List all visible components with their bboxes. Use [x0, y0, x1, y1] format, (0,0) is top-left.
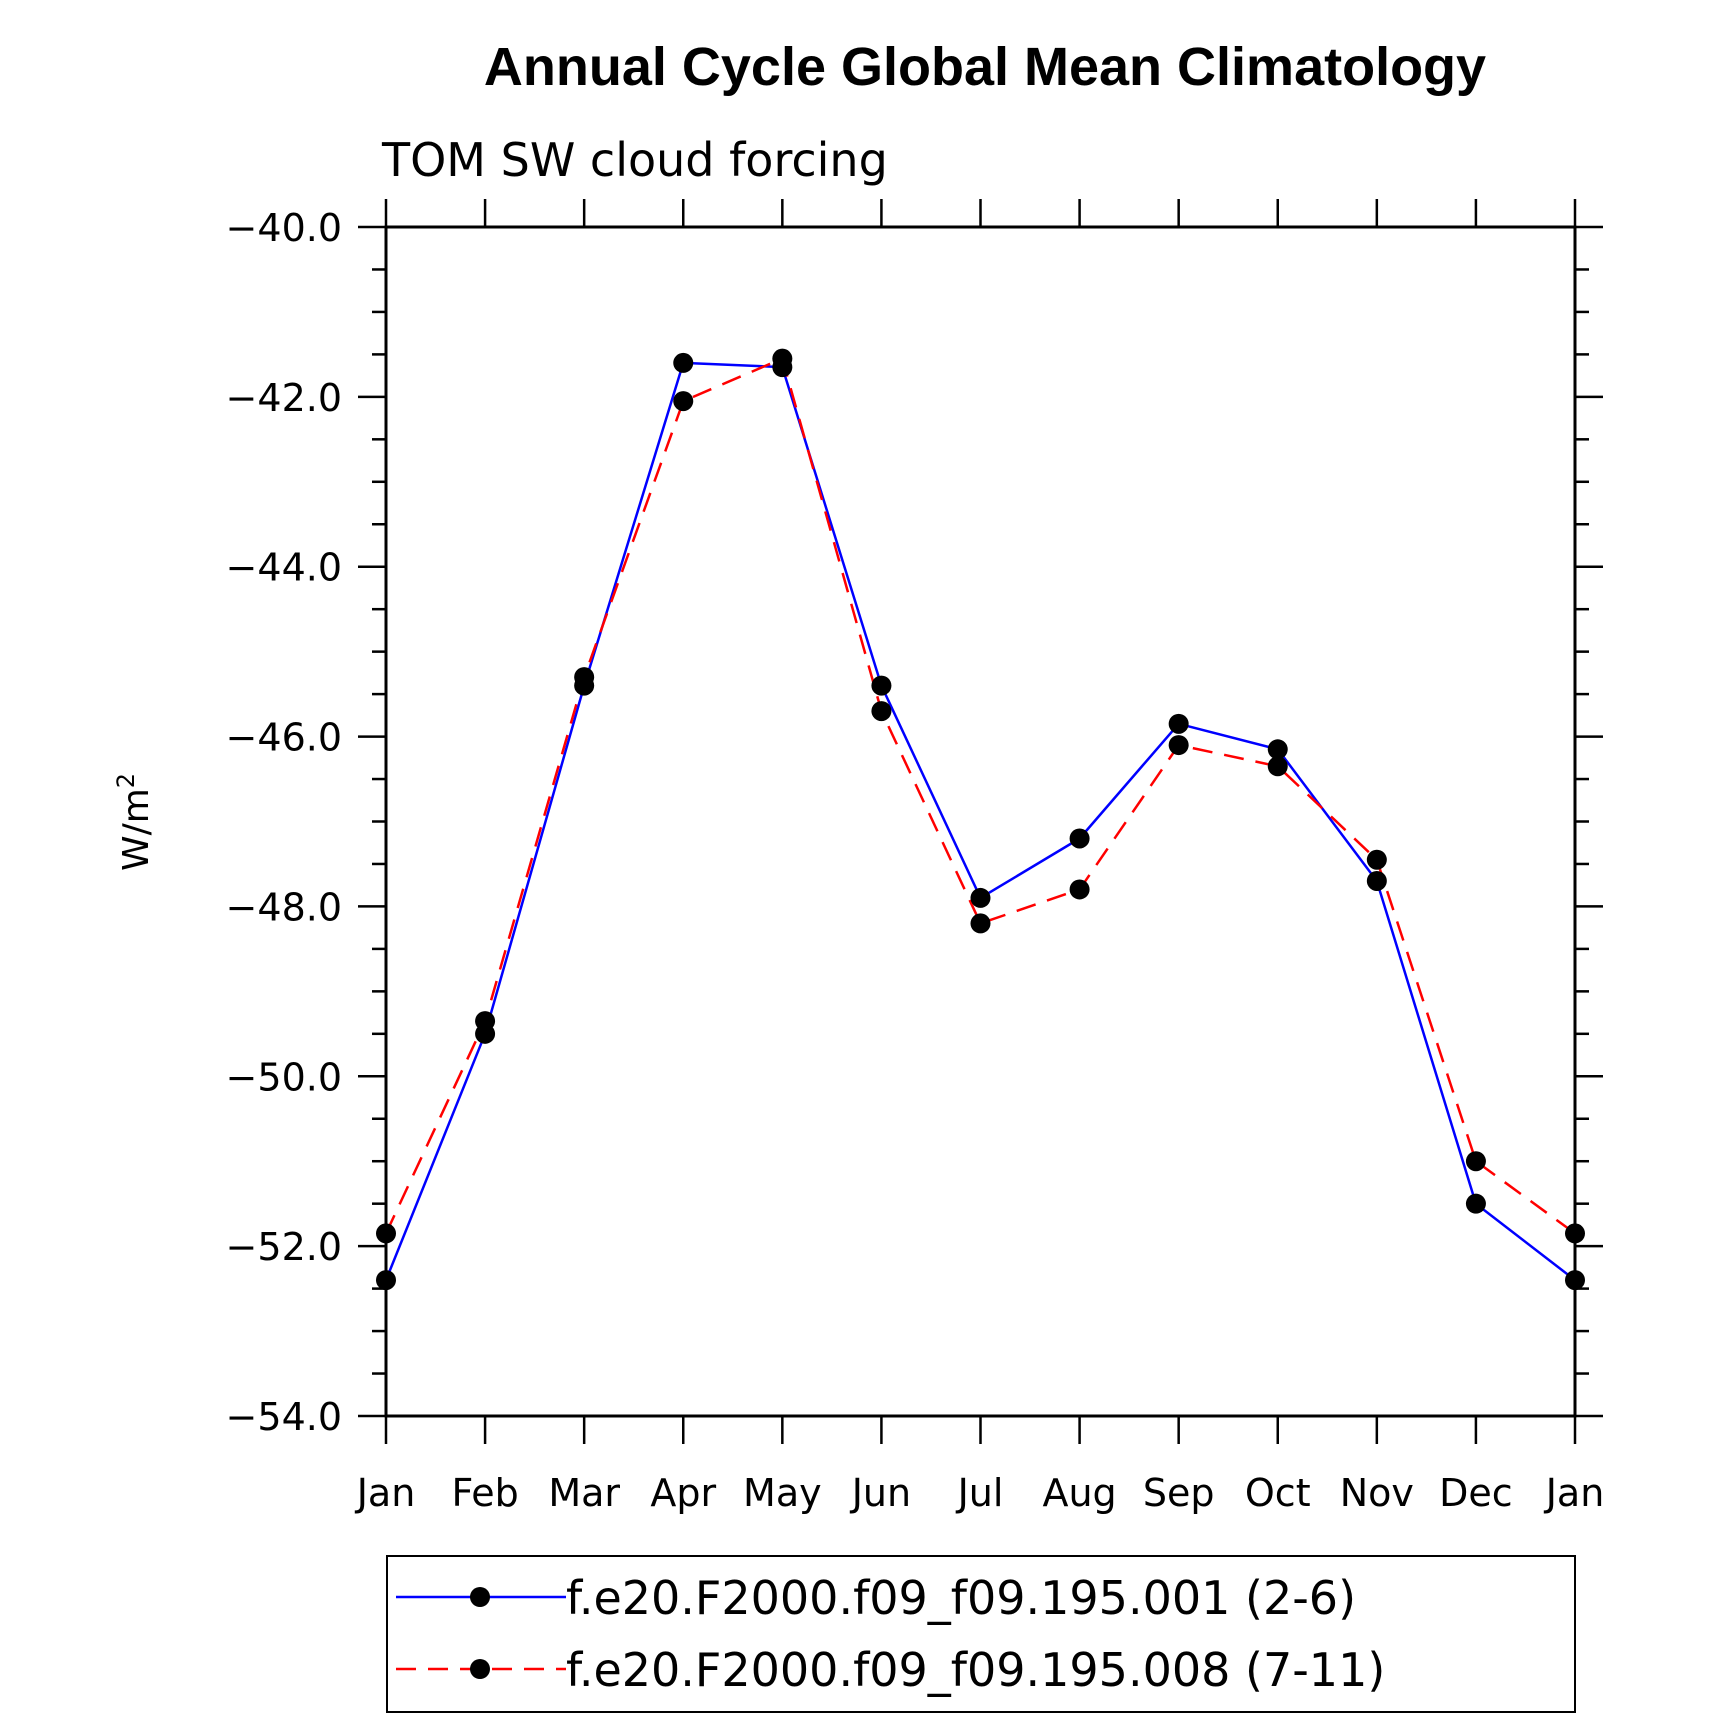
series-line-1 — [384, 361, 1576, 1282]
y-tick-label: −54.0 — [226, 1395, 342, 1439]
data-point-series-1 — [376, 1270, 396, 1291]
data-point-series-2 — [475, 1011, 496, 1032]
data-point-series-1 — [1465, 1193, 1486, 1214]
data-point-series-2 — [970, 913, 991, 934]
x-tick-label: Oct — [1245, 1471, 1311, 1515]
data-point-series-1 — [1565, 1270, 1585, 1291]
data-point-series-1 — [1366, 870, 1387, 891]
x-tick-label: May — [743, 1471, 822, 1515]
y-tick-label: −48.0 — [226, 885, 342, 929]
data-point-series-2 — [1168, 735, 1189, 756]
x-tick-label: Jul — [956, 1471, 1004, 1515]
y-tick-label: −44.0 — [226, 546, 342, 590]
data-point-series-2 — [1465, 1151, 1486, 1172]
data-point-series-1 — [1168, 713, 1189, 734]
data-point-series-2 — [376, 1223, 396, 1244]
x-tick-label: Jan — [1544, 1471, 1605, 1515]
y-tick-label: −50.0 — [226, 1055, 342, 1099]
y-tick-label: −40.0 — [226, 206, 342, 250]
data-point-series-2 — [772, 348, 793, 369]
data-point-series-1 — [1069, 828, 1090, 849]
y-tick-label: −42.0 — [226, 376, 342, 420]
y-axis-label-text: W/m — [116, 788, 157, 871]
data-point-series-2 — [1366, 849, 1387, 870]
chart-title: Annual Cycle Global Mean Climatology — [484, 37, 1486, 97]
x-tick-labels: Jan Feb Mar Apr May Jun Jul Aug Sep Oct Nov Dec Jan — [355, 1471, 1605, 1515]
chart-subtitle: TOM SW cloud forcing — [381, 133, 888, 187]
data-point-series-2 — [1267, 756, 1288, 777]
data-point-series-1 — [871, 675, 892, 696]
x-tick-label: Apr — [650, 1471, 716, 1515]
y-tick-label: −46.0 — [226, 716, 342, 760]
legend-label-series-1: f.e20.F2000.f09_f09.195.001 (2-6) — [566, 1571, 1356, 1625]
legend-box — [386, 1555, 1576, 1713]
x-tick-label: Mar — [548, 1471, 620, 1515]
y-tick-labels: −40.0 −42.0 −44.0 −46.0 −48.0 −50.0 −52.0 −54.0 — [226, 206, 342, 1439]
x-tick-label: Feb — [451, 1471, 518, 1515]
data-point-series-1 — [673, 352, 694, 373]
svg-text:W/m2: W/m2 — [112, 773, 157, 871]
data-point-series-2 — [574, 667, 595, 688]
legend-marker-series-1 — [470, 1587, 490, 1607]
x-tick-label: Aug — [1042, 1471, 1116, 1515]
axis-ticks — [358, 199, 1603, 1444]
x-tick-label: Sep — [1143, 1471, 1215, 1515]
x-tick-label: Jan — [355, 1471, 416, 1515]
y-axis-label-sup: 2 — [112, 773, 140, 788]
data-point-series-1 — [1267, 739, 1288, 760]
series-layer — [376, 348, 1585, 1291]
series-line-2 — [384, 357, 1576, 1235]
y-tick-label: −52.0 — [226, 1225, 342, 1269]
data-point-series-2 — [1565, 1223, 1585, 1244]
plot-frame — [384, 225, 1577, 1418]
data-point-series-2 — [673, 391, 694, 412]
y-axis-label: W/m2 — [112, 773, 157, 871]
x-tick-label: Jun — [850, 1471, 911, 1515]
data-point-series-2 — [1069, 879, 1090, 900]
x-tick-label: Nov — [1340, 1471, 1414, 1515]
x-tick-label: Dec — [1439, 1471, 1513, 1515]
data-point-series-1 — [970, 887, 991, 908]
data-point-series-2 — [871, 701, 892, 722]
legend-label-series-2: f.e20.F2000.f09_f09.195.008 (7-11) — [566, 1643, 1385, 1697]
legend: f.e20.F2000.f09_f09.195.001 (2-6) f.e20.… — [386, 1555, 1576, 1713]
legend-marker-series-2 — [470, 1659, 490, 1679]
